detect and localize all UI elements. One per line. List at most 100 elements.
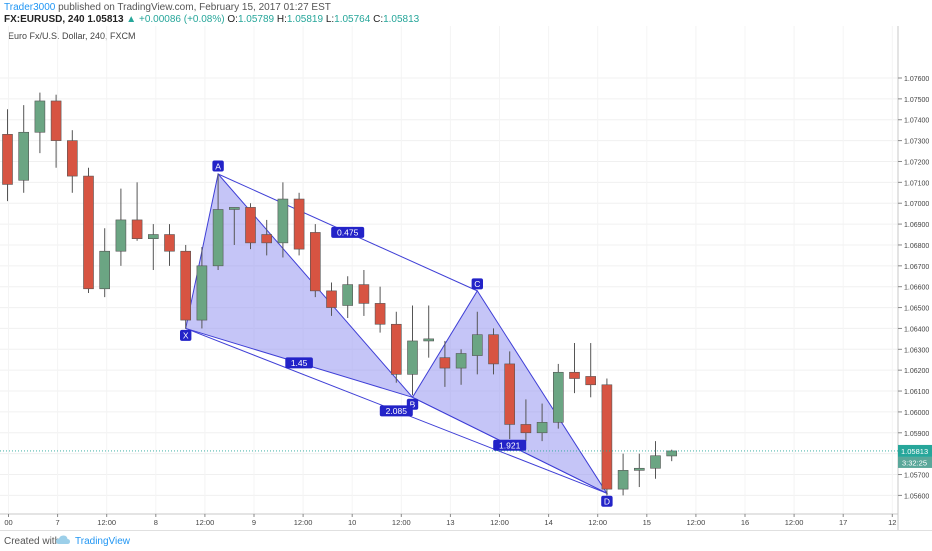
price-tick-label: 1.07000: [904, 201, 929, 208]
candle-body: [342, 284, 354, 306]
created-with-text: Created with: [4, 536, 61, 547]
candle-body: [488, 334, 499, 365]
time-tick-label: 10: [348, 518, 356, 527]
tradingview-brand[interactable]: TradingView: [75, 536, 131, 547]
price-tick-label: 1.05600: [904, 493, 929, 500]
point-c-label: C: [474, 279, 480, 289]
price-tick-label: 1.06000: [904, 410, 929, 417]
high-label: H:: [276, 14, 287, 25]
ratio-xd-label: 2.085: [386, 406, 408, 416]
time-tick-label: 12:00: [490, 518, 509, 527]
price-tick-label: 1.07500: [904, 97, 929, 104]
open-label: O:: [227, 14, 238, 25]
candle-body: [439, 357, 451, 369]
candle-body: [245, 207, 256, 244]
ratio-xb-label: 1.45: [291, 358, 308, 368]
candle-body: [455, 353, 467, 369]
price-tick-label: 1.07400: [904, 118, 929, 125]
candle-body: [520, 424, 532, 434]
chart-header: Trader3000 published on TradingView.com,…: [0, 0, 932, 26]
point-d-label-box: [601, 495, 613, 507]
publish-text: published on TradingView.com, February 1…: [55, 2, 331, 13]
candle-body: [374, 303, 386, 325]
price-tick-label: 1.06200: [904, 368, 929, 375]
time-tick-label: 15: [643, 518, 651, 527]
price-tick-label: 1.06100: [904, 389, 929, 396]
candle-body: [277, 198, 289, 244]
candle-body: [50, 100, 62, 141]
countdown-value: 3:32:25: [902, 458, 927, 467]
time-tick-label: 12:00: [785, 518, 804, 527]
price-tick-label: 1.06500: [904, 306, 929, 313]
tradingview-cloud-icon[interactable]: [55, 534, 71, 546]
point-x-label-box: [180, 329, 192, 341]
candle-body: [261, 234, 273, 244]
price-tick-label: 1.06300: [904, 347, 929, 354]
candle-body: [34, 100, 46, 133]
time-tick-label: 17: [839, 518, 847, 527]
candle-body: [390, 323, 402, 375]
footer: Created with TradingView: [0, 530, 932, 551]
publish-line: Trader3000 published on TradingView.com,…: [4, 2, 331, 13]
symbol-label: FX:EURUSD, 240: [4, 14, 85, 25]
last-price-label: 1.05813: [87, 14, 124, 25]
candle-body: [569, 371, 580, 379]
time-tick-label: 12:00: [97, 518, 116, 527]
ratio-xd-label-box: [379, 405, 413, 417]
candle-body: [293, 198, 305, 250]
candle-body: [229, 207, 240, 210]
time-tick-label: 8: [154, 518, 158, 527]
price-tick-label: 1.07300: [904, 139, 929, 146]
point-c-label-box: [471, 278, 483, 290]
time-tick-label: 12:00: [392, 518, 411, 527]
candle-body: [585, 376, 597, 386]
candle-body: [650, 455, 661, 469]
price-tick-label: 1.06800: [904, 243, 929, 250]
time-tick-label: 13: [446, 518, 454, 527]
point-a-label-box: [212, 160, 224, 172]
time-tick-label: 14: [544, 518, 552, 527]
last-price-box: [898, 444, 932, 457]
candle-body: [115, 219, 127, 252]
candle-body: [407, 340, 418, 375]
candle-body: [2, 134, 13, 185]
price-chart[interactable]: Euro Fx/U.S. Dollar, 240, FXCM X A B C D 1.45…: [0, 26, 932, 530]
high-value: 1.05819: [286, 14, 324, 25]
candle-body: [326, 290, 337, 308]
candle-body: [131, 219, 143, 239]
ratio-xb-label-box: [285, 357, 313, 369]
candle-body: [164, 234, 175, 252]
price-tick-label: 1.06700: [904, 264, 929, 271]
candle-body: [617, 470, 629, 490]
candle-body: [601, 384, 613, 490]
point-a-label: A: [215, 161, 221, 171]
time-axis[interactable]: 00 7 12:00 8 12:00 9 12:00 10 12:00 13 12:00 14 12:0…: [4, 514, 896, 527]
candle-body: [67, 140, 78, 177]
pattern-labels: X A B C D 1.45 0.475 2.085 1.921: [180, 160, 613, 507]
price-axis[interactable]: 1.07600 1.07500 1.07400 1.07300 1.07200 1.071…: [898, 76, 929, 500]
price-tick-label: 1.07100: [904, 180, 929, 187]
change-label: ▲ +0.00086 (+0.08%): [126, 14, 225, 25]
point-x-label: X: [183, 331, 189, 341]
candle-body: [358, 284, 370, 304]
candle-body: [180, 250, 191, 321]
low-label: L:: [325, 14, 335, 25]
author-link[interactable]: Trader3000: [4, 2, 56, 13]
time-tick-label: 7: [56, 518, 60, 527]
candle-body: [536, 422, 548, 434]
time-tick-label: 12:00: [294, 518, 313, 527]
price-tick-label: 1.07200: [904, 159, 929, 166]
candle-body: [18, 131, 30, 181]
candle-body: [504, 363, 516, 425]
candle-body: [633, 467, 645, 471]
point-b-label: B: [410, 400, 416, 410]
ohlc-line: FX:EURUSD, 240 1.05813 ▲ +0.00086 (+0.08…: [4, 14, 419, 25]
price-tick-label: 1.06900: [904, 222, 929, 229]
price-tick-label: 1.06400: [904, 326, 929, 333]
candle-body: [148, 234, 159, 239]
time-tick-label: 00: [4, 518, 12, 527]
low-value: 1.05764: [334, 14, 371, 25]
close-label: C:: [373, 14, 384, 25]
time-tick-label: 12:00: [196, 518, 215, 527]
candle-body: [552, 371, 564, 423]
